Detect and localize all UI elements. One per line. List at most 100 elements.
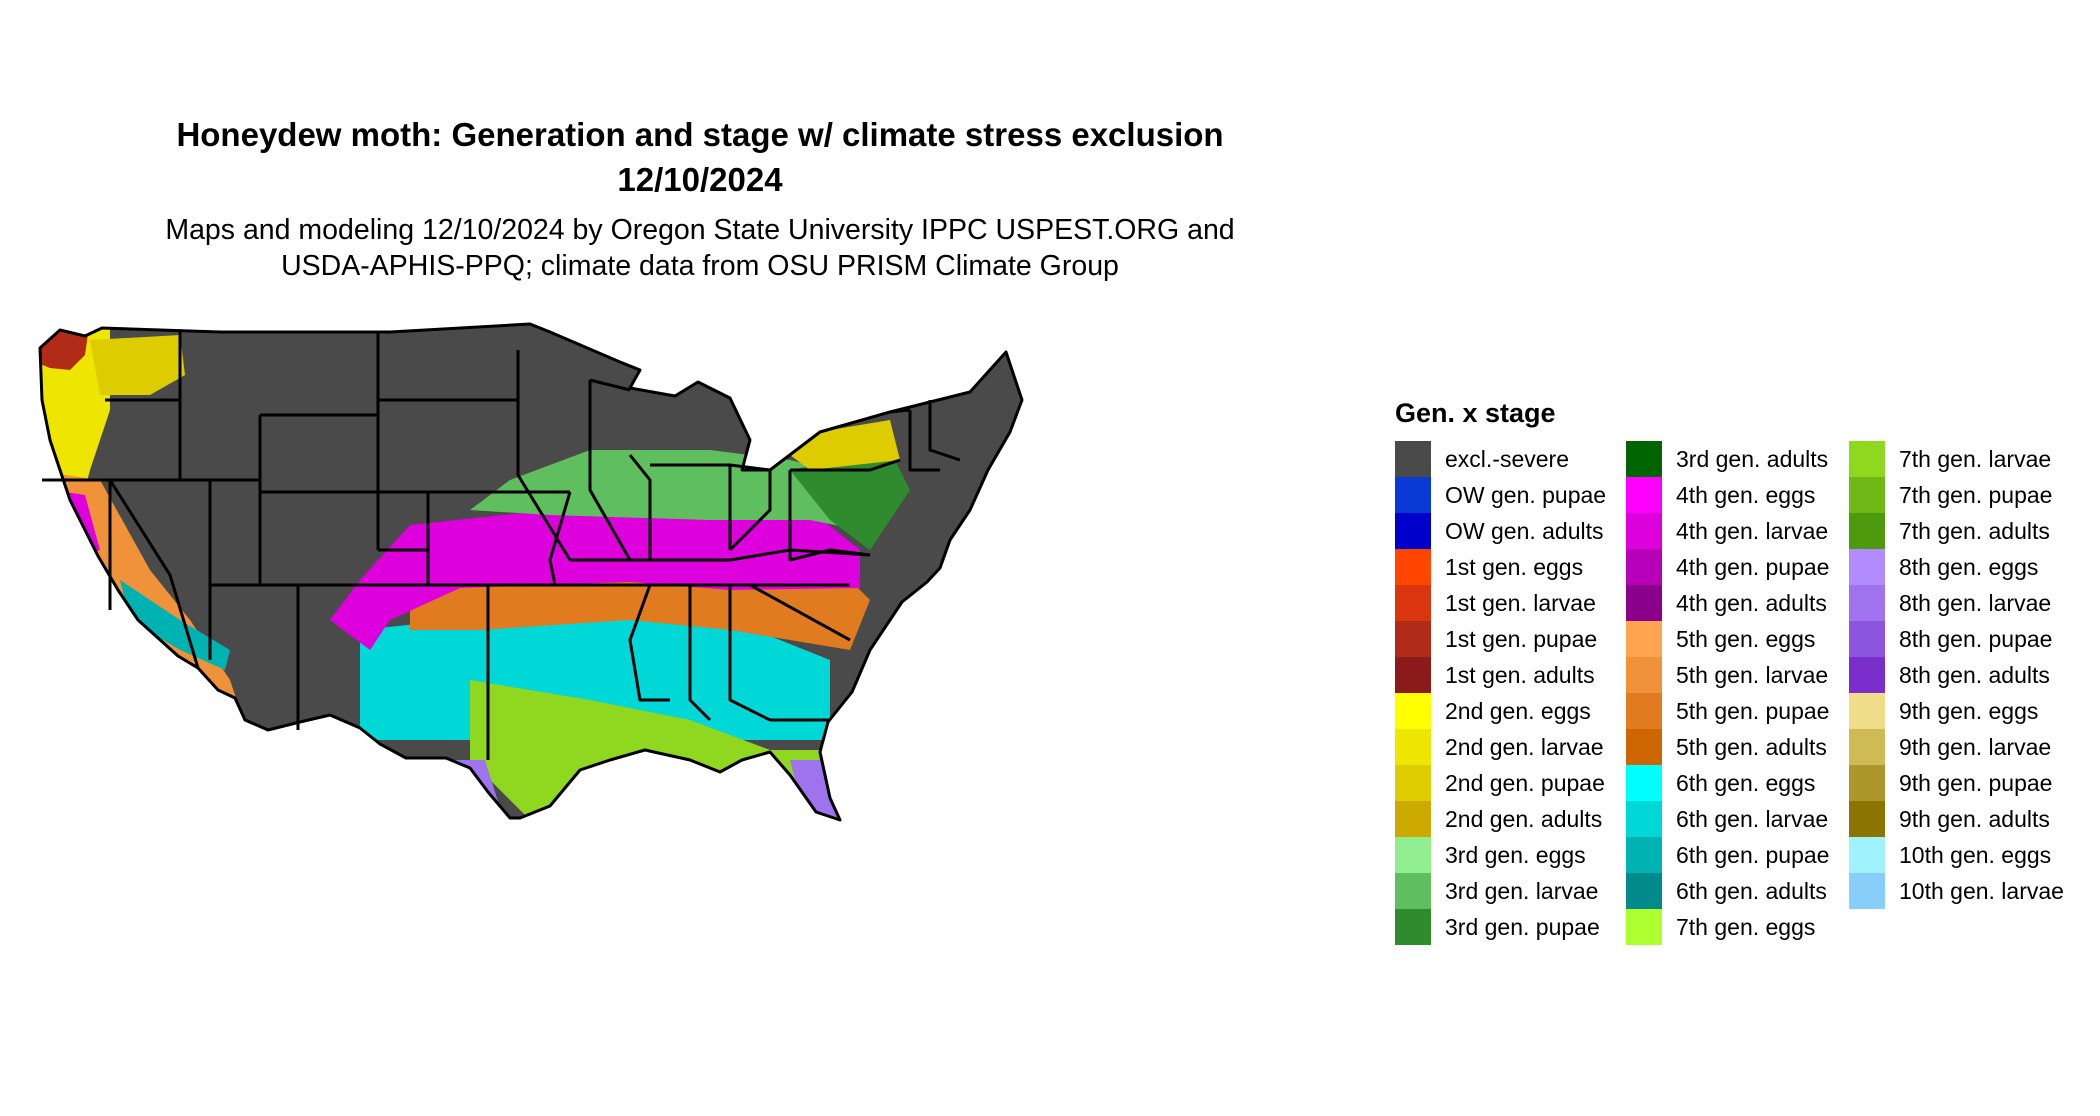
legend-swatch	[1626, 729, 1662, 765]
legend-swatch	[1849, 513, 1885, 549]
legend-label: 7th gen. eggs	[1676, 913, 1816, 940]
legend-swatch	[1626, 549, 1662, 585]
legend-label: 9th gen. larvae	[1899, 733, 2052, 760]
legend-item: 10th gen. eggs	[1849, 837, 2051, 873]
legend-item: 6th gen. eggs	[1626, 765, 1815, 801]
legend-item: 1st gen. adults	[1395, 657, 1595, 693]
legend-swatch	[1849, 873, 1885, 909]
legend-swatch	[1395, 549, 1431, 585]
legend-label: OW gen. adults	[1445, 517, 1604, 544]
legend-label: 4th gen. eggs	[1676, 481, 1816, 508]
legend-swatch	[1849, 801, 1885, 837]
legend-item: 7th gen. adults	[1849, 513, 2050, 549]
legend-swatch	[1626, 513, 1662, 549]
legend-swatch	[1849, 837, 1885, 873]
legend-item: 9th gen. larvae	[1849, 729, 2051, 765]
bio-zones	[40, 324, 1022, 820]
legend-swatch	[1626, 837, 1662, 873]
legend-item: 7th gen. larvae	[1849, 441, 2051, 477]
legend-item: 2nd gen. pupae	[1395, 765, 1605, 801]
legend-label: 7th gen. adults	[1899, 517, 2050, 544]
legend-label: 9th gen. eggs	[1899, 697, 2039, 724]
legend-item: 2nd gen. larvae	[1395, 729, 1604, 765]
legend-swatch	[1395, 657, 1431, 693]
legend-swatch	[1395, 729, 1431, 765]
legend-swatch	[1849, 729, 1885, 765]
legend-swatch	[1395, 909, 1431, 945]
legend-item: 5th gen. larvae	[1626, 657, 1828, 693]
legend-swatch	[1626, 477, 1662, 513]
legend-label: 5th gen. pupae	[1676, 697, 1830, 724]
legend-swatch	[1626, 873, 1662, 909]
legend-item: 2nd gen. eggs	[1395, 693, 1591, 729]
map-title-line-2: 12/10/2024	[617, 161, 783, 198]
legend-label: 6th gen. larvae	[1676, 805, 1829, 832]
legend-swatch	[1626, 585, 1662, 621]
legend-swatch	[1626, 621, 1662, 657]
legend-swatch	[1849, 477, 1885, 513]
legend-item: 1st gen. larvae	[1395, 585, 1596, 621]
legend-label: 9th gen. pupae	[1899, 769, 2053, 796]
legend-item: 1st gen. pupae	[1395, 621, 1597, 657]
zone-great-lakes-yellow	[770, 420, 900, 470]
legend-item: OW gen. adults	[1395, 513, 1604, 549]
legend-label: 8th gen. larvae	[1899, 589, 2052, 616]
legend-item: 8th gen. adults	[1849, 657, 2050, 693]
legend-item: 4th gen. adults	[1626, 585, 1827, 621]
legend-item: 8th gen. larvae	[1849, 585, 2051, 621]
legend-swatch	[1626, 657, 1662, 693]
us-outline	[38, 322, 1024, 822]
legend-item: 3rd gen. adults	[1626, 441, 1828, 477]
legend-label: 4th gen. pupae	[1676, 553, 1830, 580]
legend-label: 5th gen. larvae	[1676, 661, 1829, 688]
legend-item: 6th gen. larvae	[1626, 801, 1828, 837]
legend-label: OW gen. pupae	[1445, 481, 1607, 508]
legend-label: 3rd gen. eggs	[1445, 841, 1586, 868]
legend-swatch	[1626, 693, 1662, 729]
legend-swatch	[1849, 693, 1885, 729]
legend-item: 6th gen. pupae	[1626, 837, 1829, 873]
legend-swatch	[1849, 657, 1885, 693]
legend-item: 9th gen. pupae	[1849, 765, 2052, 801]
legend-swatch	[1395, 513, 1431, 549]
legend-label: 7th gen. pupae	[1899, 481, 2053, 508]
legend-swatch	[1849, 765, 1885, 801]
legend-label: 8th gen. adults	[1899, 661, 2050, 688]
legend-item: 7th gen. eggs	[1626, 909, 1815, 945]
legend-item: 1st gen. eggs	[1395, 549, 1583, 585]
legend-swatch	[1395, 441, 1431, 477]
zone-southwest-teal	[120, 580, 230, 670]
legend-swatch	[1626, 801, 1662, 837]
legend-swatch	[1849, 585, 1885, 621]
legend-swatch	[1395, 693, 1431, 729]
legend-label: 3rd gen. pupae	[1445, 913, 1600, 940]
legend-label: 4th gen. adults	[1676, 589, 1827, 616]
legend-item: 8th gen. pupae	[1849, 621, 2052, 657]
legend-swatch	[1626, 765, 1662, 801]
legend-item: 5th gen. eggs	[1626, 621, 1815, 657]
legend-label: 1st gen. eggs	[1445, 553, 1584, 580]
legend-label: 6th gen. pupae	[1676, 841, 1830, 868]
legend-item: 4th gen. larvae	[1626, 513, 1828, 549]
legend-label: excl.-severe	[1445, 445, 1569, 472]
legend-label: 6th gen. adults	[1676, 877, 1827, 904]
legend-label: 1st gen. adults	[1445, 661, 1595, 688]
legend-label: 5th gen. adults	[1676, 733, 1827, 760]
legend-swatch	[1626, 441, 1662, 477]
legend-item: 10th gen. larvae	[1849, 873, 2064, 909]
zone-mid-atlantic-green	[790, 450, 910, 550]
legend-item: 8th gen. eggs	[1849, 549, 2038, 585]
legend-label: 1st gen. pupae	[1445, 625, 1598, 652]
internal-state-lines	[42, 332, 961, 760]
legend-swatch	[1626, 909, 1662, 945]
legend-item: 4th gen. pupae	[1626, 549, 1829, 585]
legend-label: 10th gen. eggs	[1899, 841, 2052, 868]
legend-item: 9th gen. adults	[1849, 801, 2050, 837]
legend-swatch	[1395, 837, 1431, 873]
legend-item: 3rd gen. larvae	[1395, 873, 1598, 909]
legend-label: 3rd gen. adults	[1676, 445, 1829, 472]
legend-item: 9th gen. eggs	[1849, 693, 2038, 729]
zone-central-magenta	[330, 510, 860, 650]
zone-florida-purple	[790, 760, 845, 820]
legend-swatch	[1395, 621, 1431, 657]
